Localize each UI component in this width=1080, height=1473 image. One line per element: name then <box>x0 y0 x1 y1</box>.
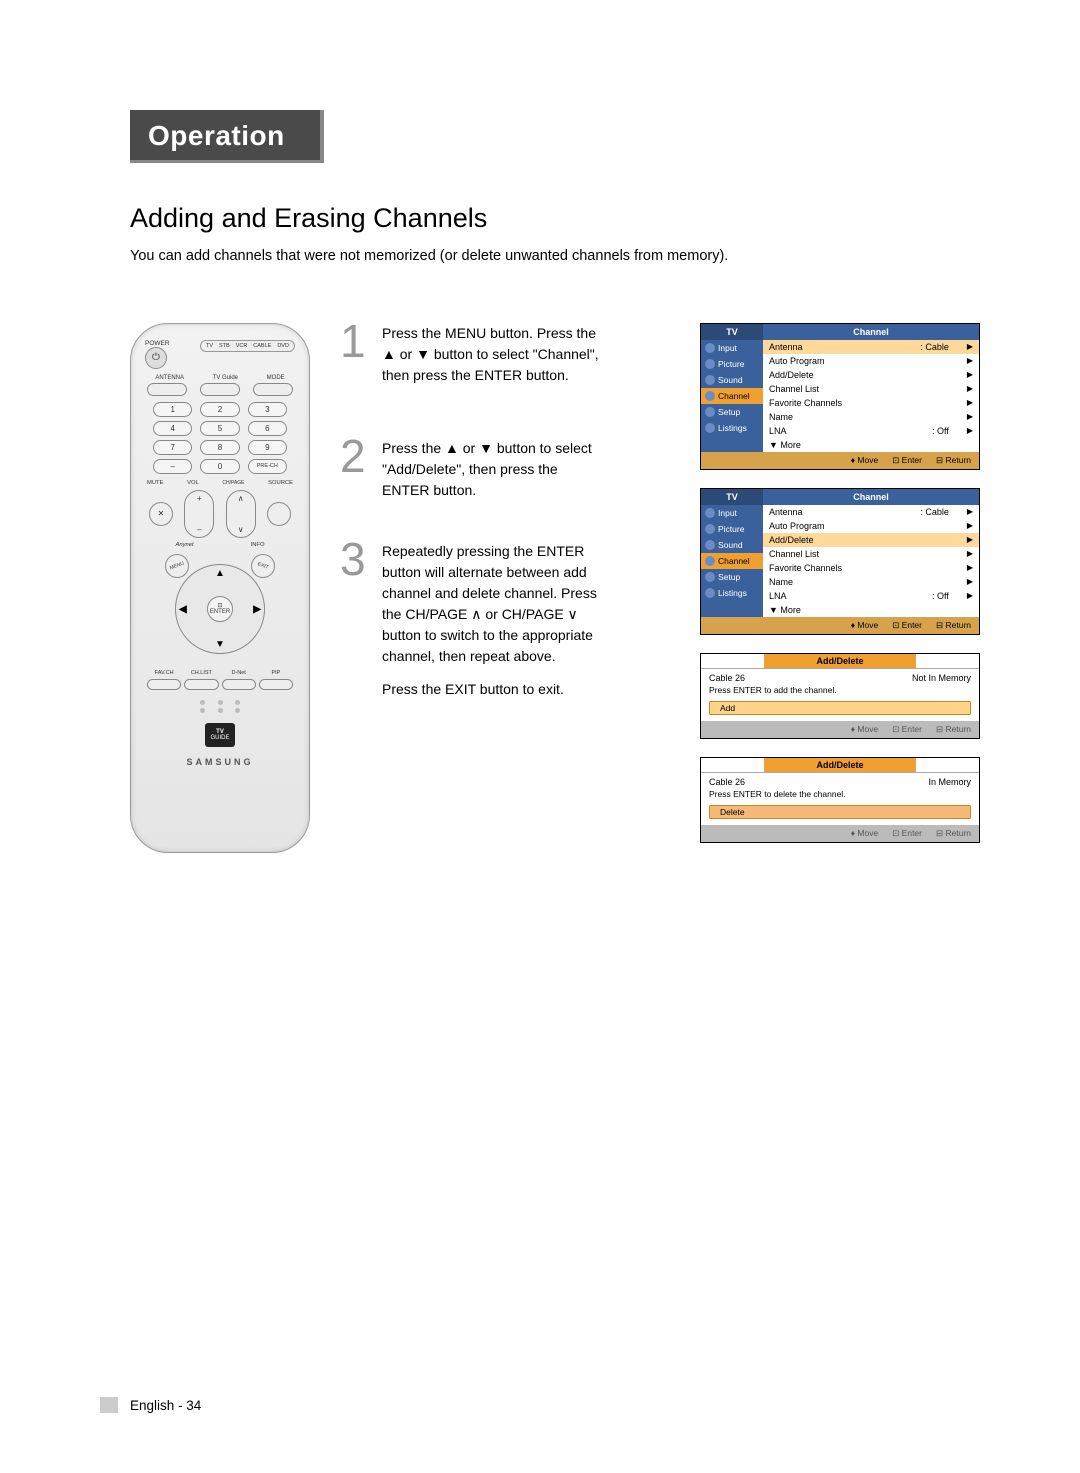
ch-label: CH/PAGE <box>222 480 244 486</box>
step-1: 1 Press the MENU button. Press the ▲ or … <box>340 323 670 398</box>
enter-button: ⊡ENTER <box>207 596 233 622</box>
osd-row: Channel List▶ <box>763 382 979 396</box>
info-label: INFO <box>251 542 265 548</box>
power-label: POWER <box>145 340 170 347</box>
tvguide-label: TV Guide <box>213 375 238 381</box>
step-number: 2 <box>340 438 370 513</box>
power-button: ⏻ <box>145 347 167 369</box>
osd-row: Name▶ <box>763 575 979 589</box>
osd-row: Antenna: Cable▶ <box>763 340 979 354</box>
osd-row: Antenna: Cable▶ <box>763 505 979 519</box>
osd-row: ▼ More <box>763 603 979 617</box>
step-2: 2 Press the ▲ or ▼ button to select "Add… <box>340 438 670 513</box>
osd-channel-2: TV InputPictureSoundChannelSetupListings… <box>700 488 980 635</box>
osd-side-channel: Channel <box>701 553 763 569</box>
tvguide-logo: TV GUIDE <box>205 723 235 747</box>
osd-row: Add/Delete▶ <box>763 533 979 547</box>
mode-slider: TVSTBVCRCABLEDVD <box>200 340 295 352</box>
exit-button: EXIT <box>248 550 279 581</box>
remote-illustration: POWER ⏻ TVSTBVCRCABLEDVD ANTENNA TV Guid… <box>130 323 310 853</box>
osd-row: Name▶ <box>763 410 979 424</box>
osd-side-picture: Picture <box>701 356 763 372</box>
source-button <box>267 502 291 526</box>
osd-side-sound: Sound <box>701 537 763 553</box>
step-text: Press the MENU button. Press the ▲ or ▼ … <box>382 323 602 398</box>
vol-label: VOL <box>187 480 199 486</box>
ad-channel: Cable 26 <box>709 673 745 683</box>
osd-delete: Add/Delete Cable 26 In Memory Press ENTER… <box>700 757 980 843</box>
osd-side-listings: Listings <box>701 585 763 601</box>
brand-label: SAMSUNG <box>141 757 299 767</box>
osd-row: Channel List▶ <box>763 547 979 561</box>
pip-label: PIP <box>259 670 293 676</box>
anynet-label: Anynet <box>176 542 194 548</box>
osd-column: TV InputPictureSoundChannelSetupListings… <box>700 323 980 853</box>
step-number: 1 <box>340 323 370 398</box>
step-number: 3 <box>340 541 370 712</box>
osd-row: Auto Program▶ <box>763 354 979 368</box>
channel-rocker: ∧∨ <box>226 490 256 538</box>
mute-button: ✕ <box>149 502 173 526</box>
osd-row: LNA: Off▶ <box>763 424 979 438</box>
osd-row: Favorite Channels▶ <box>763 396 979 410</box>
ad-status: Not In Memory <box>912 673 971 683</box>
dnet-label: D-Net <box>222 670 256 676</box>
osd-footer: MoveEnterReturn <box>701 452 979 469</box>
osd-channel-1: TV InputPictureSoundChannelSetupListings… <box>700 323 980 470</box>
volume-rocker: +– <box>184 490 214 538</box>
ad-hint: Press ENTER to add the channel. <box>709 685 971 695</box>
page-footer: English - 34 <box>130 1398 201 1413</box>
osd-row: ▼ More <box>763 438 979 452</box>
osd-side-input: Input <box>701 340 763 356</box>
intro-text: You can add channels that were not memor… <box>130 246 980 268</box>
page-title: Adding and Erasing Channels <box>130 203 980 234</box>
osd-corner: TV <box>701 324 763 340</box>
color-dots <box>200 700 240 713</box>
osd-footer: MoveEnterReturn <box>701 617 979 634</box>
step-text: Repeatedly pressing the ENTER button wil… <box>382 541 602 712</box>
delete-button: Delete <box>709 805 971 819</box>
osd-side-input: Input <box>701 505 763 521</box>
step-text: Press the ▲ or ▼ button to select "Add/D… <box>382 438 602 513</box>
osd-side-sound: Sound <box>701 372 763 388</box>
ad-hint: Press ENTER to delete the channel. <box>709 789 971 799</box>
osd-side-setup: Setup <box>701 404 763 420</box>
dpad: MENU EXIT ▲ ▼ ◀ ▶ ⊡ENTER <box>165 554 275 664</box>
manual-page: Operation Adding and Erasing Channels Yo… <box>0 0 1080 893</box>
osd-side-listings: Listings <box>701 420 763 436</box>
ad-title: Add/Delete <box>764 654 917 668</box>
footer-mark <box>100 1397 118 1413</box>
osd-add: Add/Delete Cable 26 Not In Memory Press E… <box>700 653 980 739</box>
osd-row: Auto Program▶ <box>763 519 979 533</box>
mode-label: MODE <box>267 375 285 381</box>
osd-row: LNA: Off▶ <box>763 589 979 603</box>
osd-side-channel: Channel <box>701 388 763 404</box>
osd-title: Channel <box>763 324 979 340</box>
mute-label: MUTE <box>147 480 163 486</box>
number-pad: 123 456 789 –0PRE-CH <box>153 402 287 474</box>
osd-side-picture: Picture <box>701 521 763 537</box>
tvguide-button <box>200 383 240 396</box>
osd-corner: TV <box>701 489 763 505</box>
osd-row: Favorite Channels▶ <box>763 561 979 575</box>
chlist-label: CH.LIST <box>184 670 218 676</box>
ad-channel: Cable 26 <box>709 777 745 787</box>
ad-title: Add/Delete <box>764 758 917 772</box>
osd-footer: MoveEnterReturn <box>701 825 979 842</box>
osd-footer: MoveEnterReturn <box>701 721 979 738</box>
source-label: SOURCE <box>268 480 293 486</box>
add-button: Add <box>709 701 971 715</box>
antenna-label: ANTENNA <box>155 375 184 381</box>
antenna-button <box>147 383 187 396</box>
osd-side-setup: Setup <box>701 569 763 585</box>
section-tab: Operation <box>130 110 324 163</box>
steps-column: 1 Press the MENU button. Press the ▲ or … <box>340 323 670 853</box>
osd-title: Channel <box>763 489 979 505</box>
ad-status: In Memory <box>928 777 971 787</box>
mode-button <box>253 383 293 396</box>
favch-label: FAV.CH <box>147 670 181 676</box>
step-3: 3 Repeatedly pressing the ENTER button w… <box>340 541 670 712</box>
osd-row: Add/Delete▶ <box>763 368 979 382</box>
